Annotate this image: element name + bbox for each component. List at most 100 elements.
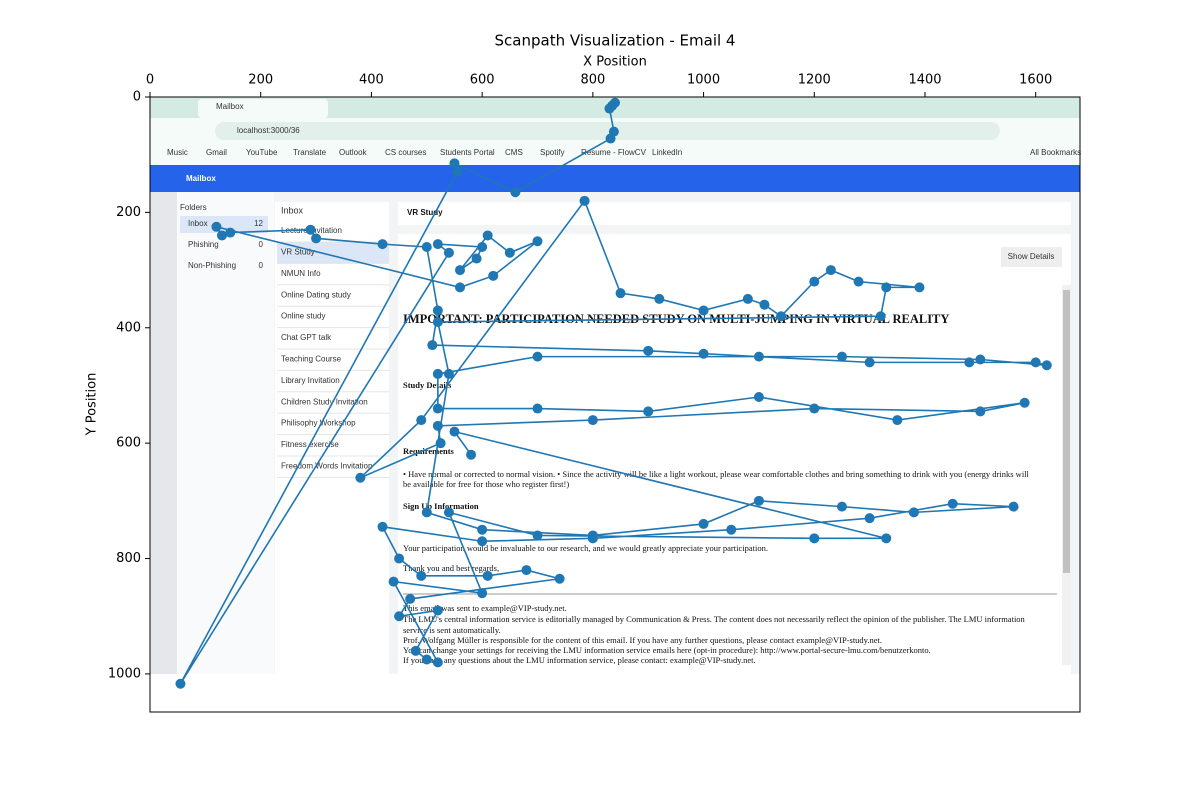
footer-line: This email was sent to example@VIP-study… — [403, 603, 567, 613]
url-bar — [215, 122, 1000, 140]
footer-line: service is sent automatically. — [403, 625, 501, 635]
y-tick-label: 200 — [116, 205, 141, 220]
scroll-thumb — [1063, 290, 1070, 573]
bookmark: CMS — [505, 148, 523, 157]
x-axis-label: X Position — [583, 55, 647, 70]
fixation — [825, 265, 836, 276]
x-tick-label: 1400 — [908, 73, 941, 88]
bookmark: Outlook — [339, 148, 368, 157]
footer-line: If you have any questions about the LMU … — [403, 655, 756, 665]
fixation — [1019, 397, 1030, 408]
chart-title: Scanpath Visualization - Email 4 — [495, 32, 736, 50]
folder-count: 0 — [259, 261, 264, 270]
fixation — [836, 351, 847, 362]
folders-panel — [177, 192, 274, 674]
fixation — [504, 247, 515, 258]
fixation — [455, 282, 465, 293]
bookmark: Music — [167, 148, 188, 157]
fixation — [432, 657, 443, 668]
fixation — [443, 368, 454, 379]
fixation — [881, 282, 892, 293]
fixation — [908, 507, 919, 518]
fixation — [477, 242, 488, 252]
fixation — [432, 420, 443, 431]
fixation — [477, 524, 488, 535]
fixation — [435, 438, 446, 449]
fixation — [615, 288, 626, 299]
x-tick-label: 400 — [359, 73, 384, 88]
section-heading: Study Details — [403, 380, 452, 390]
fixation — [449, 158, 460, 169]
body-line: Thank you and best regards, — [403, 563, 499, 573]
fixation — [449, 426, 460, 437]
fixation — [1041, 360, 1052, 371]
footer-line: The LMU's central information service is… — [403, 614, 1026, 624]
folder-name: Non-Phishing — [188, 261, 236, 270]
fixation — [388, 576, 399, 587]
bookmark: Resume - FlowCV — [581, 148, 647, 157]
x-tick-label: 600 — [470, 73, 495, 88]
fixation — [421, 654, 432, 665]
inbox-item: Chat GPT talk — [281, 333, 332, 342]
url: localhost:3000/36 — [237, 126, 300, 135]
fixation — [643, 345, 654, 356]
fixation — [466, 449, 477, 460]
fixation — [864, 513, 875, 524]
fixation — [405, 593, 416, 604]
fixation — [452, 167, 463, 177]
fixation — [587, 533, 598, 544]
fixation — [482, 570, 493, 581]
bookmark: Spotify — [540, 148, 564, 157]
fixation — [698, 305, 709, 316]
fixation — [654, 293, 665, 304]
body-line: be available for free for those who regi… — [403, 479, 569, 489]
inbox-item: Philisophy Workshop — [281, 419, 356, 428]
folder-name: Inbox — [188, 219, 208, 228]
scanpath-line — [179, 102, 1047, 685]
inbox-item: Freedom Words Invitation — [281, 462, 372, 471]
bookmark: Students Portal — [440, 148, 495, 157]
y-tick-label: 400 — [116, 320, 141, 335]
fixation — [532, 530, 543, 541]
fixation — [211, 221, 222, 232]
fixation — [416, 570, 427, 581]
screenshot: Mailbox localhost:3000/36 Music Gmail YouT… — [150, 97, 1081, 674]
fixation — [643, 406, 654, 417]
fixation — [554, 573, 565, 584]
fixation — [455, 265, 465, 276]
fixation — [881, 533, 892, 544]
fixation — [443, 507, 454, 518]
bookmark: Translate — [293, 148, 327, 157]
show-details: Show Details — [1008, 252, 1055, 261]
fixation — [914, 282, 925, 293]
side-strip — [150, 192, 177, 674]
fixation — [432, 239, 443, 250]
plot-frame — [149, 96, 1081, 713]
fixation — [809, 403, 820, 414]
inbox-item: Online study — [281, 312, 325, 321]
fixation — [225, 227, 236, 238]
bookmark: LinkedIn — [652, 148, 682, 157]
folders-heading: Folders — [180, 203, 207, 212]
inbox-item: Teaching Course — [281, 355, 342, 364]
fixation — [175, 678, 186, 689]
fixation — [521, 565, 532, 576]
fixation — [579, 195, 590, 206]
fixation — [776, 311, 787, 322]
fixation — [394, 611, 405, 622]
subject: VR Study — [407, 208, 443, 217]
fixation — [726, 524, 737, 535]
inbox-heading: Inbox — [281, 205, 304, 215]
folder-selected — [180, 216, 268, 233]
section-heading: Requirements — [403, 446, 455, 456]
y-tick-label: 0 — [133, 90, 141, 105]
fixation — [605, 133, 616, 144]
fixation — [443, 247, 454, 258]
app-title: Mailbox — [186, 174, 216, 183]
fixation — [753, 392, 764, 402]
bookmark: CS courses — [385, 148, 426, 157]
fixation — [432, 317, 443, 327]
fixation — [975, 406, 986, 417]
fixation — [410, 645, 421, 656]
